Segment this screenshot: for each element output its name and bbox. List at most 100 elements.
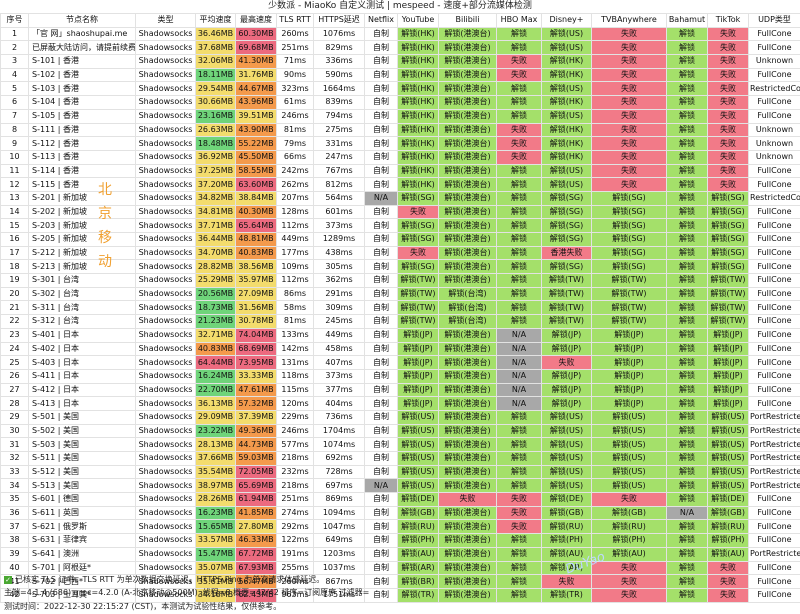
node-name: S-114 | 香港	[28, 163, 136, 179]
unlock-status: N/A	[666, 505, 708, 521]
unlock-status: 解锁(US)	[397, 423, 439, 439]
udp-type: FullCone	[748, 519, 800, 535]
max-speed: 61.94MB	[235, 492, 277, 507]
table-row: 18 S-213 | 新加坡 Shadowsocks 28.82MB 38.56MB 10…	[0, 259, 800, 275]
unlock-status: 解锁	[496, 26, 542, 42]
table-header: 序号 节点名称 类型 平均速度 最高速度 TLS RTT HTTPS延迟 Netflix You…	[0, 13, 800, 28]
udp-type: FullCone	[748, 245, 800, 261]
unlock-status: 解锁	[666, 204, 708, 220]
row-index: 12	[0, 177, 29, 192]
unlock-status: 解锁(港澳台)	[438, 533, 497, 548]
avg-speed: 34.81MB	[195, 204, 236, 220]
node-name: S-411 | 日本	[28, 368, 136, 384]
node-type: Shadowsocks	[135, 218, 196, 233]
unlock-status: 失败	[707, 136, 749, 151]
row-index: 21	[0, 300, 29, 316]
node-name: S-205 | 新加坡	[28, 232, 136, 247]
node-type: Shadowsocks	[135, 54, 196, 69]
unlock-status: 解锁(US)	[397, 478, 439, 494]
unlock-status: 失败	[707, 560, 749, 576]
avg-speed: 34.82MB	[195, 190, 236, 206]
avg-speed: 32.71MB	[195, 327, 236, 343]
unlock-status: 自制	[364, 136, 398, 151]
table-row: 38 S-631 | 菲律宾 Shadowsocks 33.57MB 46.33MB 12…	[0, 533, 800, 548]
unlock-status: 解锁(RU)	[591, 519, 667, 535]
avg-speed: 40.83MB	[195, 341, 236, 357]
unlock-status: 自制	[364, 409, 398, 425]
tls-rtt: 449ms	[276, 232, 314, 247]
unlock-status: 解锁(HK)	[541, 149, 592, 165]
udp-type: FullCone	[748, 314, 800, 329]
unlock-status: 解锁	[666, 95, 708, 110]
unlock-status: 解锁	[496, 108, 542, 124]
unlock-status: 解锁(JP)	[707, 355, 749, 370]
avg-speed: 37.20MB	[195, 177, 236, 192]
footer-line-2: 主端=4.1.4 (686) grpc=4.2.0 (A-北京移动@500M),…	[4, 588, 370, 598]
unlock-status: 解锁	[666, 26, 708, 42]
https-latency: 377ms	[313, 382, 365, 398]
unlock-status: 解锁(港澳台)	[438, 163, 497, 179]
unlock-status: 解锁(港澳台)	[438, 478, 497, 494]
unlock-status: 失败	[591, 149, 667, 165]
udp-type: FullCone	[748, 382, 800, 398]
unlock-status: 解锁	[496, 437, 542, 452]
unlock-status: 自制	[364, 218, 398, 233]
unlock-status: 解锁(TR)	[397, 587, 439, 603]
unlock-status: 解锁(TW)	[397, 286, 439, 302]
table-row: 27 S-412 | 日本 Shadowsocks 22.70MB 47.61MB 115…	[0, 382, 800, 398]
node-name: S-201 | 新加坡	[28, 190, 136, 206]
row-index: 25	[0, 355, 29, 370]
tls-rtt: 122ms	[276, 533, 314, 548]
unlock-status: 自制	[364, 67, 398, 83]
max-speed: 44.67MB	[235, 81, 277, 97]
table-row: 3 S-101 | 香港 Shadowsocks 32.06MB 41.30MB 71ms…	[0, 54, 800, 69]
avg-speed: 36.46MB	[195, 26, 236, 42]
unlock-status: 解锁	[496, 560, 542, 576]
node-name: S-502 | 美国	[28, 423, 136, 439]
avg-speed: 29.54MB	[195, 81, 236, 97]
unlock-status: 解锁(GB)	[541, 505, 592, 521]
udp-type: FullCone	[748, 95, 800, 110]
node-name: S-512 | 美国	[28, 464, 136, 480]
avg-speed: 36.44MB	[195, 232, 236, 247]
unlock-status: 失败	[591, 108, 667, 124]
unlock-status: 解锁	[666, 300, 708, 316]
avg-speed: 36.13MB	[195, 396, 236, 411]
column-header: Bilibili	[438, 13, 497, 28]
table-row: 4 S-102 | 香港 Shadowsocks 18.11MB 31.76MB 90ms…	[0, 67, 800, 83]
unlock-status: 解锁(US)	[591, 464, 667, 480]
udp-type: FullCone	[748, 218, 800, 233]
avg-speed: 30.66MB	[195, 95, 236, 110]
unlock-status: 解锁(JP)	[591, 368, 667, 384]
unlock-status: 自制	[364, 492, 398, 507]
node-type: Shadowsocks	[135, 327, 196, 343]
unlock-status: 解锁(JP)	[541, 396, 592, 411]
node-name: S-111 | 香港	[28, 122, 136, 138]
unlock-status: 解锁(TR)	[541, 587, 592, 603]
unlock-status: 解锁(PH)	[591, 533, 667, 548]
unlock-status: 失败	[496, 122, 542, 138]
unlock-status: 解锁(港澳台)	[438, 232, 497, 247]
unlock-status: 自制	[364, 122, 398, 138]
udp-type: FullCone	[748, 163, 800, 179]
unlock-status: 失败	[591, 574, 667, 589]
unlock-status: 解锁	[666, 108, 708, 124]
unlock-status: 解锁(US)	[397, 437, 439, 452]
unlock-status: N/A	[496, 327, 542, 343]
unlock-status: 自制	[364, 95, 398, 110]
unlock-status: 失败	[707, 163, 749, 179]
unlock-status: 解锁(JP)	[541, 382, 592, 398]
unlock-status: 解锁(港澳台)	[438, 81, 497, 97]
table-row: 34 S-513 | 美国 Shadowsocks 38.97MB 65.69MB 218…	[0, 478, 800, 494]
unlock-status: 解锁(SG)	[707, 218, 749, 233]
tls-rtt: 112ms	[276, 273, 314, 288]
avg-speed: 16.23MB	[195, 505, 236, 521]
unlock-status: 解锁(JP)	[541, 368, 592, 384]
unlock-status: 解锁	[666, 273, 708, 288]
unlock-status: 解锁(SG)	[591, 245, 667, 261]
unlock-status: 解锁(US)	[541, 40, 592, 56]
https-latency: 291ms	[313, 286, 365, 302]
unlock-status: 解锁(SG)	[591, 259, 667, 275]
max-speed: 43.96MB	[235, 95, 277, 110]
column-header: 类型	[135, 13, 196, 28]
